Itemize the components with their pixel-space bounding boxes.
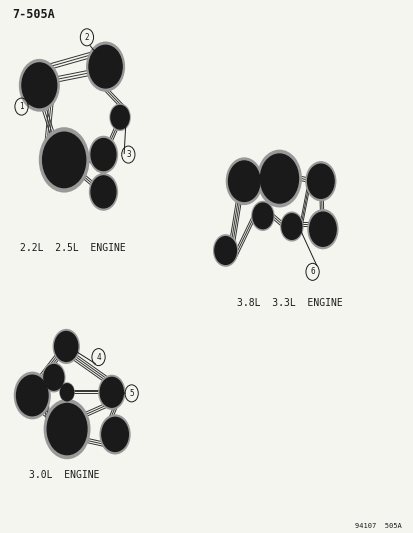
Circle shape bbox=[89, 136, 118, 173]
Text: A/C: A/C bbox=[315, 225, 329, 233]
Text: 4: 4 bbox=[96, 353, 101, 361]
Circle shape bbox=[44, 365, 64, 390]
Text: Idler: Idler bbox=[102, 390, 121, 395]
Circle shape bbox=[280, 212, 303, 241]
Circle shape bbox=[99, 414, 131, 455]
Text: 2.2L  2.5L  ENGINE: 2.2L 2.5L ENGINE bbox=[19, 243, 125, 253]
Circle shape bbox=[91, 176, 116, 208]
Circle shape bbox=[304, 161, 336, 201]
Circle shape bbox=[55, 332, 78, 361]
Text: Pwr
Strg: Pwr Strg bbox=[30, 76, 48, 95]
Circle shape bbox=[252, 203, 272, 229]
Text: Main
Drive: Main Drive bbox=[56, 423, 78, 435]
Circle shape bbox=[306, 209, 338, 249]
Circle shape bbox=[281, 214, 301, 239]
Text: Pwr
Strg: Pwr Strg bbox=[24, 389, 40, 402]
Text: Alt: Alt bbox=[59, 342, 73, 351]
Circle shape bbox=[111, 106, 129, 129]
Text: Pwr
Strg: Pwr Strg bbox=[235, 175, 252, 188]
Text: 3.0L  ENGINE: 3.0L ENGINE bbox=[29, 470, 99, 480]
Circle shape bbox=[102, 417, 128, 451]
Text: Idler: Idler bbox=[44, 375, 63, 380]
Text: 5: 5 bbox=[129, 389, 134, 398]
Text: Main
Drive: Main Drive bbox=[52, 150, 76, 169]
Text: Idler: Idler bbox=[93, 151, 114, 158]
Text: 3: 3 bbox=[126, 150, 131, 159]
Text: 3.8L  3.3L  ENGINE: 3.8L 3.3L ENGINE bbox=[236, 298, 342, 309]
Circle shape bbox=[14, 372, 51, 419]
Circle shape bbox=[86, 42, 125, 92]
Text: 1: 1 bbox=[19, 102, 24, 111]
Text: A/C: A/C bbox=[98, 62, 113, 71]
Circle shape bbox=[43, 132, 85, 188]
Circle shape bbox=[43, 399, 90, 459]
Circle shape bbox=[52, 329, 80, 364]
Circle shape bbox=[59, 382, 75, 402]
Text: Idler: Idler bbox=[282, 224, 301, 229]
Circle shape bbox=[60, 384, 74, 401]
Circle shape bbox=[42, 362, 65, 392]
Circle shape bbox=[260, 154, 298, 203]
Circle shape bbox=[225, 157, 262, 205]
Text: 2: 2 bbox=[84, 33, 89, 42]
Circle shape bbox=[214, 237, 236, 264]
Text: Alt: Alt bbox=[218, 246, 232, 255]
Circle shape bbox=[307, 164, 333, 198]
Circle shape bbox=[19, 59, 60, 112]
Circle shape bbox=[109, 103, 131, 131]
Circle shape bbox=[228, 161, 259, 201]
Circle shape bbox=[251, 201, 274, 231]
Text: Main
Drive: Main Drive bbox=[269, 172, 289, 185]
Circle shape bbox=[89, 173, 118, 211]
Circle shape bbox=[100, 377, 123, 407]
Circle shape bbox=[91, 139, 116, 171]
Circle shape bbox=[47, 403, 87, 455]
Text: a: a bbox=[65, 390, 69, 395]
Text: Idler: Idler bbox=[253, 213, 272, 219]
Circle shape bbox=[22, 63, 57, 108]
Circle shape bbox=[89, 45, 122, 88]
Text: W/P: W/P bbox=[313, 177, 327, 185]
Circle shape bbox=[98, 375, 125, 410]
Text: Alt: Alt bbox=[114, 114, 126, 120]
Text: 6: 6 bbox=[309, 268, 314, 276]
Text: 94107  505A: 94107 505A bbox=[354, 523, 401, 529]
Text: W/P: W/P bbox=[96, 188, 110, 196]
Text: A/C: A/C bbox=[108, 430, 122, 439]
Circle shape bbox=[17, 375, 48, 416]
Circle shape bbox=[212, 234, 238, 267]
Text: 7-505A: 7-505A bbox=[12, 8, 55, 21]
Circle shape bbox=[256, 150, 301, 207]
Circle shape bbox=[39, 127, 89, 192]
Circle shape bbox=[309, 212, 335, 246]
